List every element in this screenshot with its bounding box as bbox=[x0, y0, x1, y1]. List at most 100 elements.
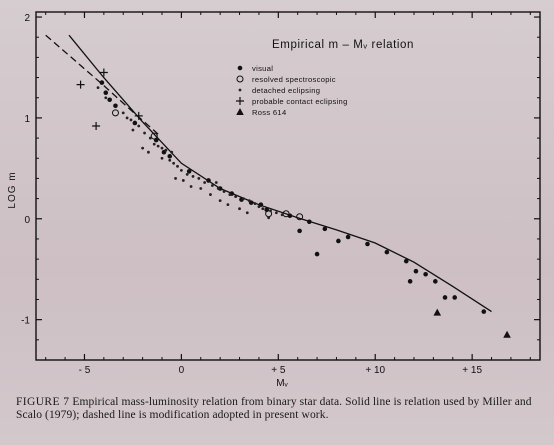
detached-eclipsing-point bbox=[199, 187, 203, 190]
detached-eclipsing-point bbox=[170, 150, 174, 154]
detached-eclipsing-point bbox=[280, 213, 284, 217]
detached-eclipsing-point bbox=[156, 144, 160, 148]
y-tick-label: 1 bbox=[24, 114, 30, 125]
probable-contact-eclipsing-point bbox=[92, 121, 101, 130]
visual-point bbox=[481, 309, 487, 314]
dashed-relation-line bbox=[45, 34, 159, 135]
detached-eclipsing-point bbox=[234, 195, 238, 198]
detached-eclipsing-point bbox=[222, 190, 226, 193]
visual-point bbox=[407, 279, 413, 284]
probable-contact-eclipsing-point bbox=[76, 80, 85, 89]
y-tick-label: 0 bbox=[24, 215, 30, 226]
detached-eclipsing-point bbox=[160, 156, 164, 160]
detached-eclipsing-point bbox=[185, 173, 189, 176]
figure-caption: FIGURE 7 Empirical mass-luminosity relat… bbox=[16, 396, 536, 422]
detached-eclipsing-point bbox=[164, 148, 168, 152]
y-tick-label: 2 bbox=[24, 13, 30, 24]
legend-marker-small-dot bbox=[238, 88, 242, 92]
detached-eclipsing-point bbox=[203, 181, 207, 184]
detached-eclipsing-point bbox=[104, 96, 108, 100]
x-tick-label: + 10 bbox=[365, 365, 385, 376]
detached-eclipsing-point bbox=[147, 150, 150, 154]
detached-eclipsing-point bbox=[274, 211, 278, 215]
detached-eclipsing-point bbox=[160, 146, 164, 150]
visual-point bbox=[113, 103, 118, 109]
visual-point bbox=[206, 178, 211, 183]
visual-point bbox=[345, 234, 351, 240]
solid-relation-line bbox=[68, 34, 492, 313]
visual-point bbox=[423, 271, 428, 277]
visual-point bbox=[132, 120, 138, 126]
legend-marker-dot bbox=[237, 65, 243, 71]
x-tick-label: + 15 bbox=[462, 365, 482, 376]
resolved-spectroscopic-point bbox=[296, 213, 304, 221]
legend-label: probable contact eclipsing bbox=[252, 97, 348, 106]
resolved-spectroscopic-point bbox=[150, 132, 158, 140]
visual-point bbox=[297, 228, 302, 234]
detached-eclipsing-point bbox=[137, 124, 141, 128]
detached-eclipsing-point bbox=[172, 161, 176, 165]
visual-point bbox=[433, 279, 438, 284]
detached-eclipsing-point bbox=[129, 118, 133, 122]
ross-614-point bbox=[503, 330, 511, 338]
detached-eclipsing-point bbox=[152, 142, 156, 146]
probable-contact-eclipsing-point bbox=[99, 68, 108, 77]
visual-point bbox=[452, 295, 458, 300]
visual-point bbox=[107, 97, 112, 103]
visual-point bbox=[442, 295, 448, 300]
detached-eclipsing-point bbox=[242, 197, 245, 201]
detached-eclipsing-point bbox=[253, 202, 257, 206]
legend-marker-circle bbox=[236, 75, 244, 83]
detached-eclipsing-point bbox=[174, 177, 177, 180]
detached-eclipsing-point bbox=[261, 207, 265, 211]
detached-eclipsing-point bbox=[257, 205, 261, 209]
probable-contact-eclipsing-point bbox=[134, 111, 143, 120]
visual-point bbox=[186, 169, 192, 174]
y-axis-label: LOG m bbox=[7, 171, 18, 208]
detached-eclipsing-point bbox=[189, 185, 193, 188]
visual-point bbox=[167, 153, 173, 159]
detached-eclipsing-point bbox=[238, 207, 241, 211]
detached-eclipsing-point bbox=[191, 175, 195, 178]
detached-eclipsing-point bbox=[121, 111, 125, 115]
detached-eclipsing-point bbox=[218, 199, 222, 203]
detached-eclipsing-point bbox=[131, 128, 135, 132]
legend-label: Ross 614 bbox=[252, 108, 286, 117]
detached-eclipsing-point bbox=[211, 184, 214, 187]
detached-eclipsing-point bbox=[168, 158, 172, 162]
legend-marker-plus bbox=[236, 97, 244, 105]
visual-point bbox=[336, 238, 341, 244]
legend-label: visual bbox=[252, 64, 273, 73]
visual-point bbox=[413, 268, 419, 274]
detached-eclipsing-point bbox=[141, 146, 145, 150]
legend-label: detached eclipsing bbox=[252, 86, 320, 95]
detached-eclipsing-point bbox=[96, 86, 100, 90]
x-axis-label: Mᵥ bbox=[276, 378, 288, 389]
detached-eclipsing-point bbox=[125, 116, 129, 120]
detached-eclipsing-point bbox=[245, 211, 249, 215]
y-tick-label: -1 bbox=[21, 316, 30, 327]
detached-eclipsing-point bbox=[148, 136, 152, 140]
detached-eclipsing-point bbox=[143, 131, 146, 135]
plot-frame bbox=[35, 11, 541, 361]
detached-eclipsing-point bbox=[226, 203, 230, 207]
legend-label: resolved spectroscopic bbox=[252, 75, 336, 84]
caption-label: FIGURE 7 bbox=[16, 396, 70, 408]
visual-point bbox=[403, 258, 409, 264]
detached-eclipsing-point bbox=[214, 181, 218, 184]
legend-marker-triangle bbox=[236, 108, 244, 115]
chart-title: Empirical m – Mᵥ relation bbox=[272, 39, 414, 51]
x-tick-label: + 5 bbox=[271, 365, 286, 376]
resolved-spectroscopic-point bbox=[111, 109, 119, 117]
visual-point bbox=[322, 226, 328, 232]
visual-point bbox=[314, 251, 320, 257]
x-tick-label: - 5 bbox=[79, 365, 91, 376]
detached-eclipsing-point bbox=[267, 216, 271, 220]
ross-614-point bbox=[433, 308, 442, 316]
visual-point bbox=[103, 90, 109, 95]
detached-eclipsing-point bbox=[216, 187, 220, 190]
visual-point bbox=[365, 241, 370, 247]
visual-point bbox=[307, 219, 312, 225]
x-tick-label: 0 bbox=[179, 365, 185, 376]
